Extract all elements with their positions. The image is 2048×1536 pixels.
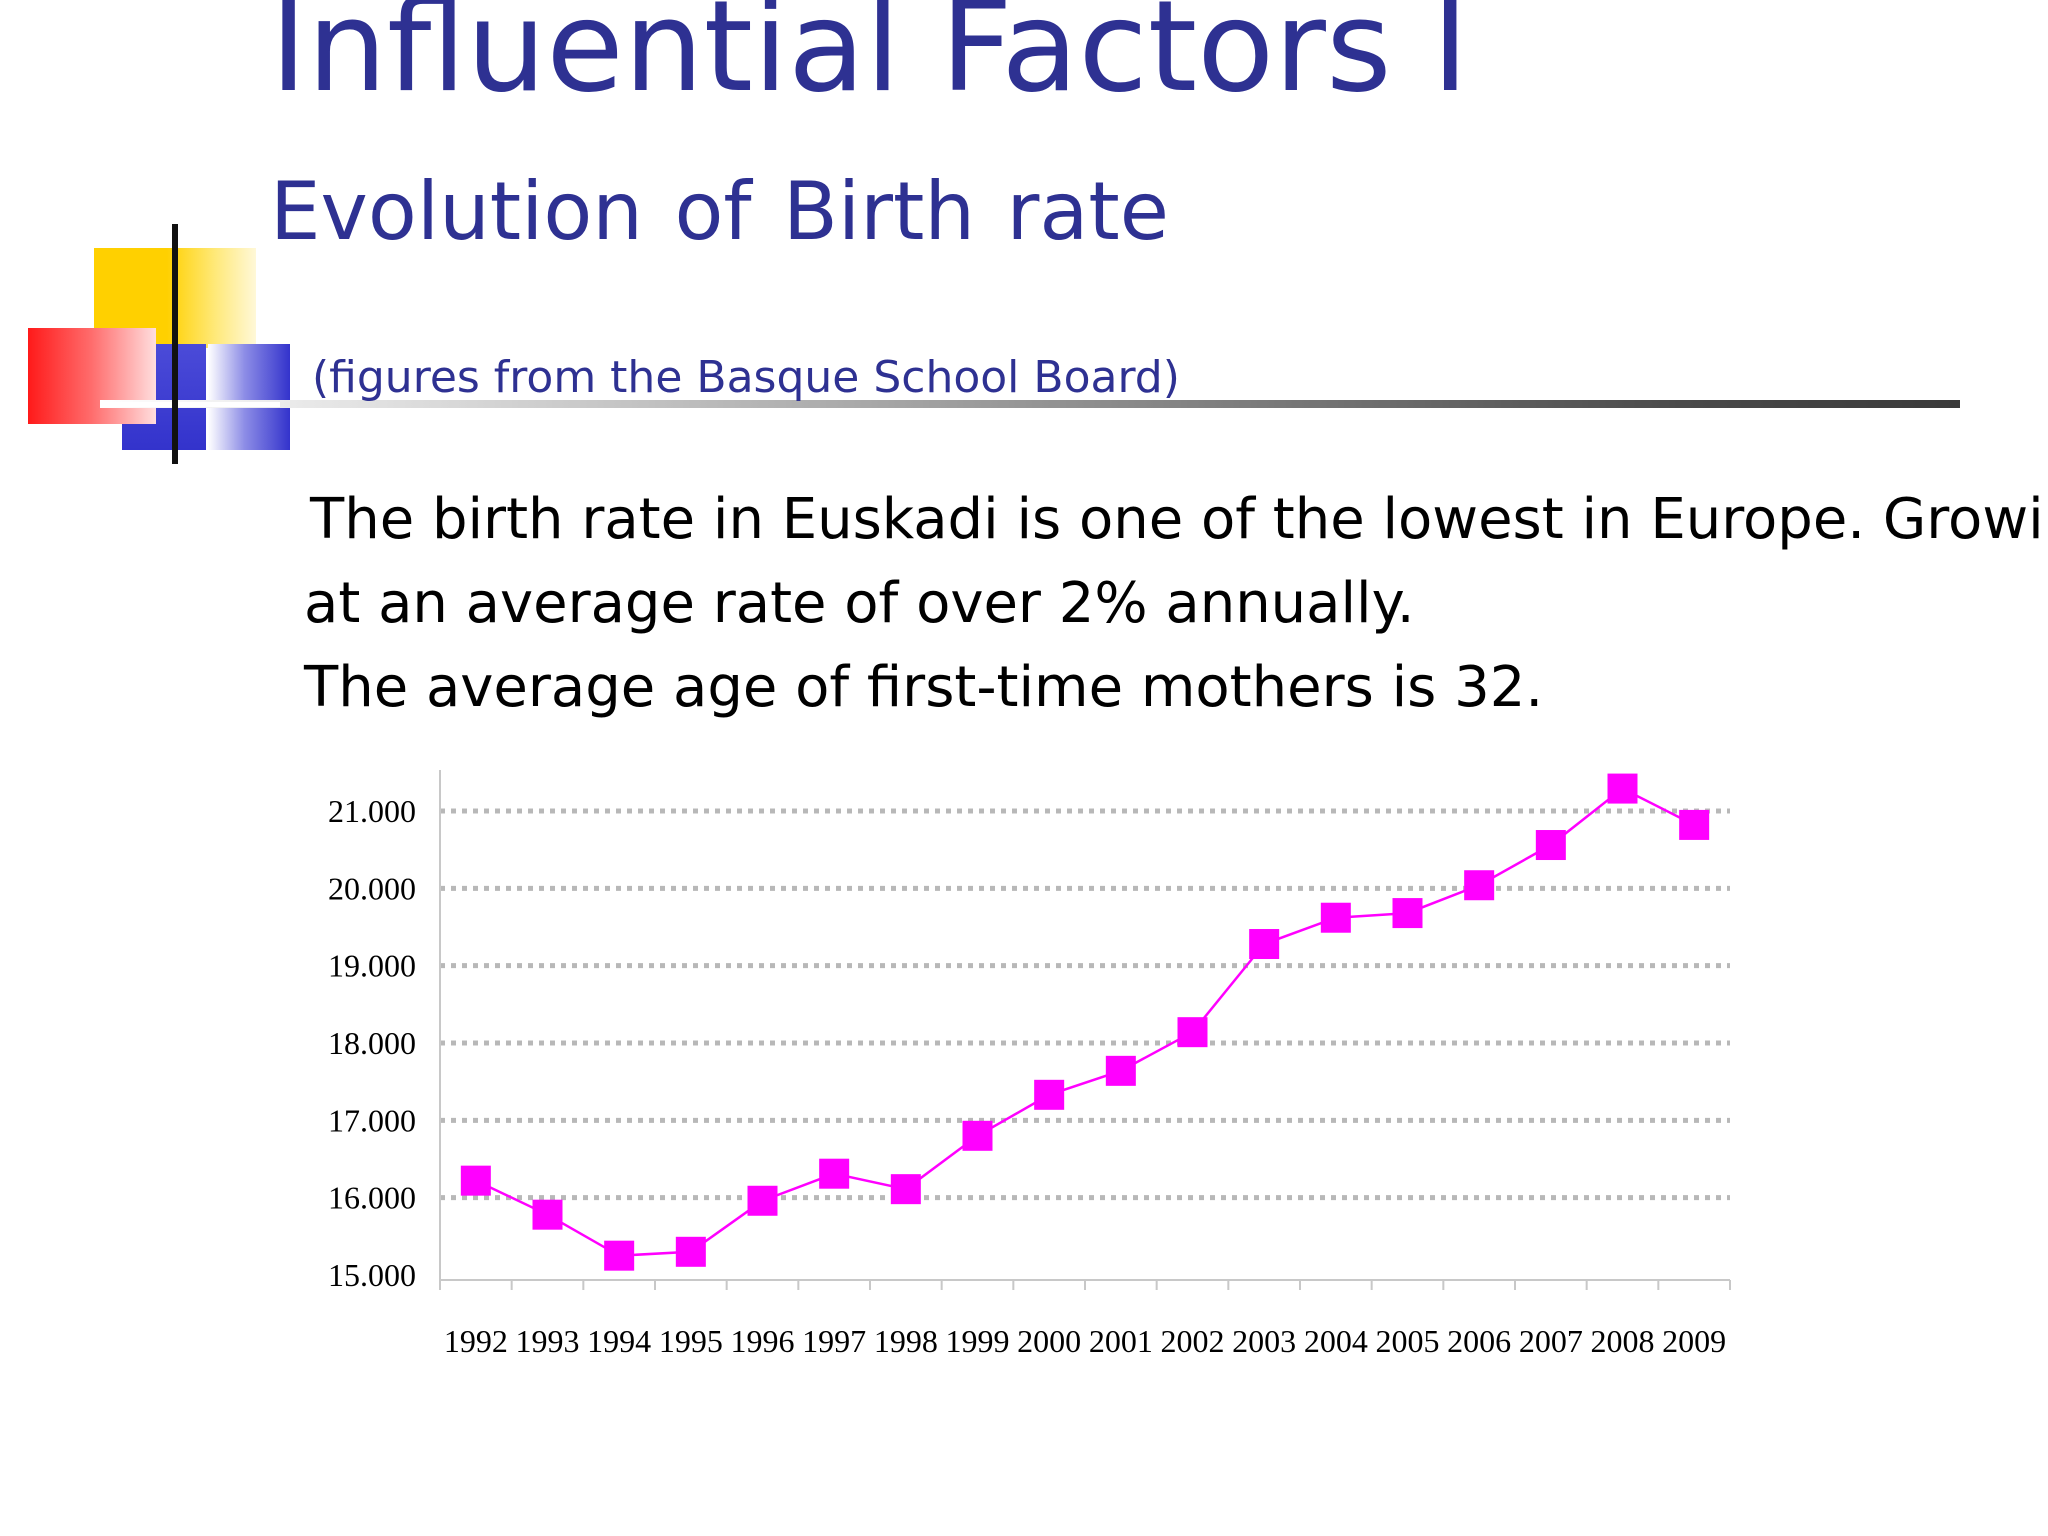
x-tick-label: 2005: [1376, 1323, 1440, 1359]
data-point: [1392, 898, 1423, 929]
x-tick-label: 1992: [444, 1323, 508, 1359]
data-point: [819, 1158, 850, 1189]
y-tick-label: 21.000: [328, 793, 416, 829]
y-tick-label: 15.000: [328, 1257, 416, 1293]
data-point: [1249, 929, 1280, 960]
body-line: The birth rate in Euskadi is one of the …: [310, 487, 2048, 552]
data-point: [532, 1199, 563, 1230]
data-point: [1034, 1079, 1065, 1110]
y-tick-label: 18.000: [328, 1025, 416, 1061]
y-tick-label: 17.000: [328, 1102, 416, 1138]
data-point: [747, 1185, 778, 1216]
x-tick-label: 1999: [946, 1323, 1010, 1359]
x-tick-label: 1994: [587, 1323, 651, 1359]
data-point: [1607, 773, 1638, 804]
data-point: [1105, 1055, 1136, 1086]
data-point: [1535, 830, 1566, 861]
body-line: at an average rate of over 2% annually.: [304, 571, 1415, 636]
x-tick-label: 2004: [1304, 1323, 1368, 1359]
data-point: [890, 1174, 921, 1205]
title-divider-rule: [100, 400, 1960, 408]
x-tick-label: 2007: [1519, 1323, 1583, 1359]
x-tick-label: 2001: [1089, 1323, 1153, 1359]
body-line: The average age of first-time mothers is…: [304, 655, 1544, 720]
slide-subtitle: Evolution of Birth rate: [270, 165, 1169, 258]
birth-rate-line-chart: 15.000 16.000 17.000 18.000 19.000 20.000 21.0…: [328, 770, 1731, 1359]
x-tick-label: 2000: [1017, 1323, 1081, 1359]
data-point: [604, 1240, 635, 1271]
y-tick-label: 20.000: [328, 870, 416, 906]
slide-title: Influential Factors I: [270, 0, 1469, 120]
decor-black-bar: [172, 224, 178, 464]
data-point: [1177, 1017, 1208, 1048]
data-point: [962, 1120, 993, 1151]
data-point: [675, 1236, 706, 1267]
source-note: (figures from the Basque School Board): [312, 352, 1180, 403]
x-tick-label: 2003: [1232, 1323, 1296, 1359]
y-tick-label: 19.000: [328, 948, 416, 984]
data-point: [460, 1165, 491, 1196]
x-tick-label: 1995: [659, 1323, 723, 1359]
y-tick-label: 16.000: [328, 1180, 416, 1216]
data-point: [1679, 809, 1710, 840]
data-point: [1464, 870, 1495, 901]
x-tick-label: 1993: [516, 1323, 580, 1359]
series-line: [475, 787, 1695, 1257]
body-text: The birth rate in Euskadi is one of the …: [304, 478, 2048, 730]
x-tick-label: 1998: [874, 1323, 938, 1359]
data-point: [1320, 902, 1351, 933]
x-tick-label: 2002: [1161, 1323, 1225, 1359]
decor-white-bar: [100, 402, 280, 407]
x-tick-label: 2006: [1447, 1323, 1511, 1359]
decor-blue-gradient-square: [208, 344, 290, 450]
x-tick-label: 2009: [1662, 1323, 1726, 1359]
x-tick-label: 1996: [731, 1323, 795, 1359]
x-tick-label: 1997: [802, 1323, 866, 1359]
decor-red-square: [28, 328, 156, 424]
x-tick-label: 2008: [1591, 1323, 1655, 1359]
